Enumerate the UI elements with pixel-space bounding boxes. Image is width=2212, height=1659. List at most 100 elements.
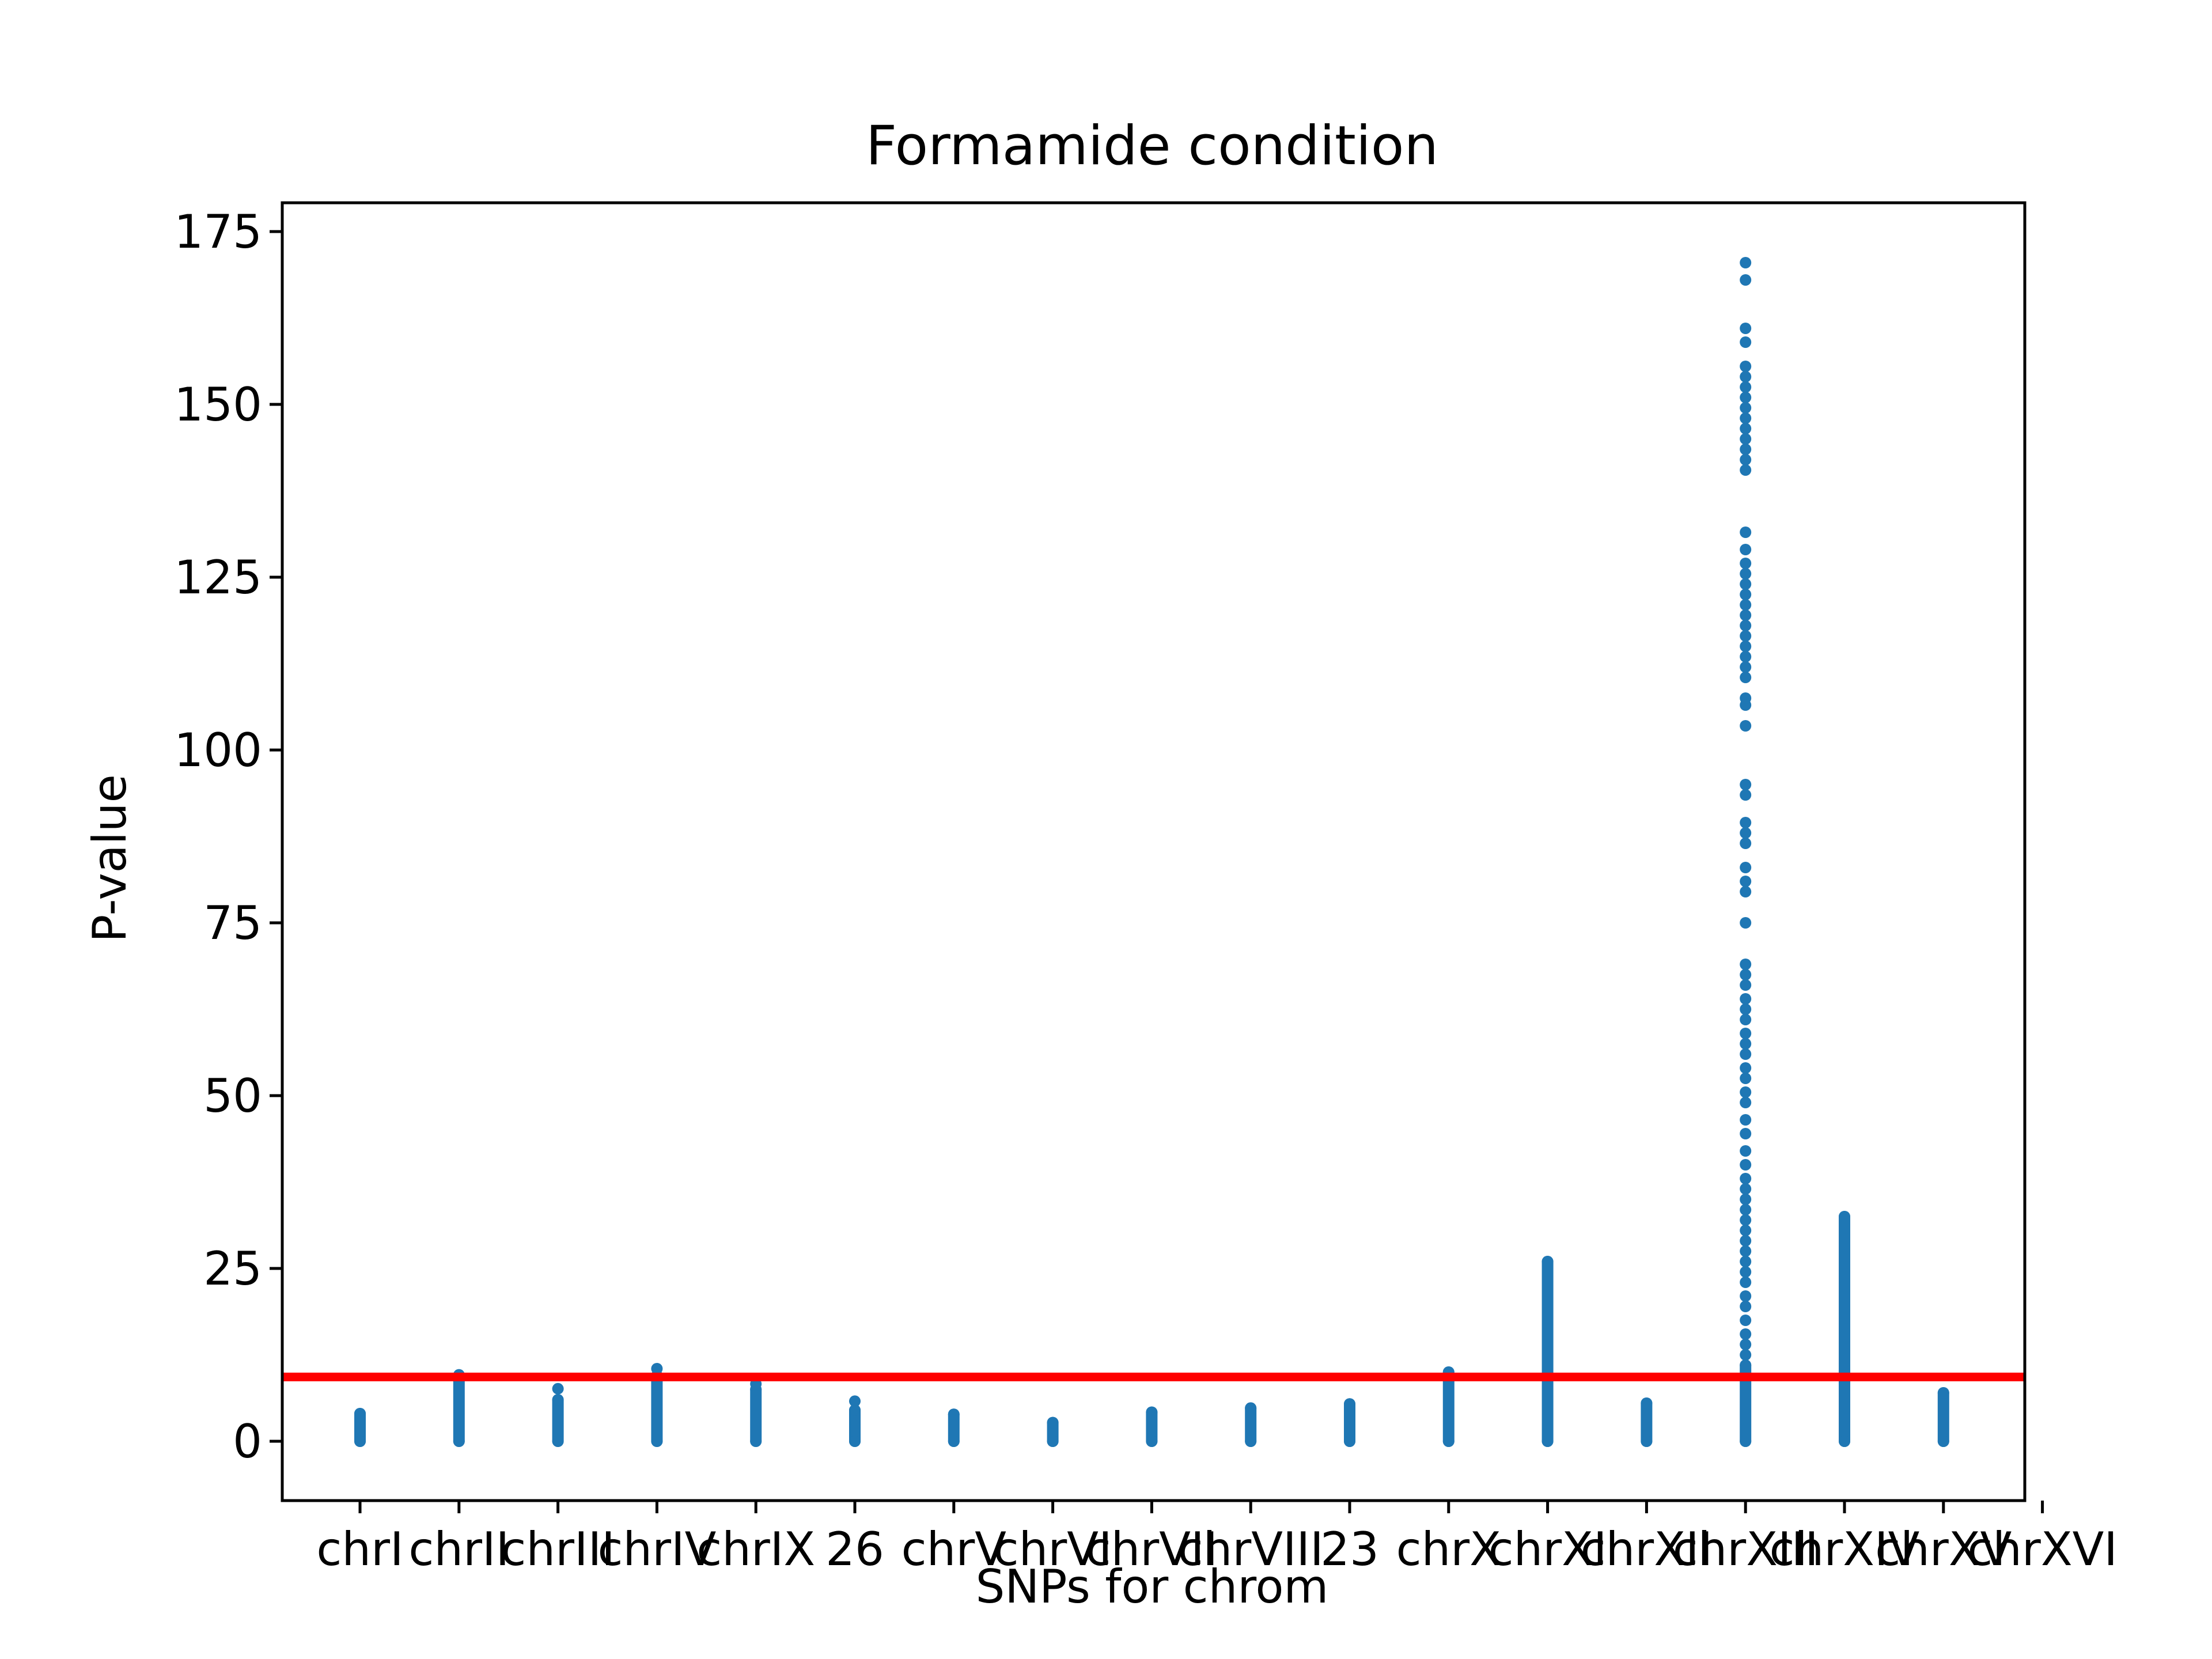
x-tick-label: chrXIV — [1770, 1522, 1920, 1576]
snp-point — [1245, 1435, 1257, 1447]
snp-point — [1740, 789, 1752, 801]
snp-point — [1740, 979, 1752, 991]
snp-point — [1740, 630, 1752, 642]
snp-point — [1740, 862, 1752, 873]
snp-point — [1740, 827, 1752, 839]
snp-point — [1740, 651, 1752, 662]
snp-point — [1740, 1435, 1752, 1447]
snp-point — [1740, 558, 1752, 569]
x-tick-label: chrIV — [597, 1522, 716, 1576]
snp-point — [1740, 1349, 1752, 1361]
snp-point — [1740, 1277, 1752, 1288]
snp-point — [1146, 1435, 1158, 1447]
snp-point — [1740, 817, 1752, 828]
snp-point — [1740, 1086, 1752, 1098]
snp-point — [453, 1435, 465, 1447]
snp-point — [1245, 1402, 1257, 1414]
snp-point — [1740, 1114, 1752, 1126]
snp-point — [1740, 336, 1752, 348]
snp-point — [1740, 527, 1752, 538]
x-tick-label: 26 — [825, 1522, 884, 1576]
plot-frame — [281, 201, 2027, 1502]
snp-point — [552, 1435, 564, 1447]
snp-point — [1740, 886, 1752, 897]
snp-point — [1839, 1435, 1850, 1447]
snp-point — [1541, 1256, 1554, 1267]
snp-point — [1740, 371, 1752, 382]
x-tick-label: chrIX — [696, 1522, 815, 1576]
snp-point — [1740, 544, 1752, 555]
x-tick-label: chrXV — [1875, 1522, 2012, 1576]
snp-point — [1740, 1290, 1752, 1302]
y-tick-label: 25 — [203, 1242, 262, 1296]
snp-point — [1740, 1173, 1752, 1184]
snp-point — [1740, 1359, 1752, 1371]
snp-point — [1541, 1435, 1554, 1447]
snp-point — [1641, 1435, 1653, 1447]
x-tick-label: 23 — [1320, 1522, 1379, 1576]
x-tick-label: chrI — [316, 1522, 403, 1576]
snp-point — [1740, 599, 1752, 611]
snp-point — [1740, 589, 1752, 600]
snp-point — [1740, 838, 1752, 849]
snp-point — [1740, 444, 1752, 455]
snp-point — [1740, 1028, 1752, 1039]
y-tick-label: 100 — [174, 724, 262, 777]
snp-point — [1740, 1003, 1752, 1015]
y-tick-label: 0 — [233, 1415, 262, 1468]
snp-point — [1839, 1211, 1850, 1222]
snp-point — [1740, 1048, 1752, 1060]
y-tick-label: 75 — [203, 896, 262, 950]
snp-point — [1047, 1435, 1059, 1447]
snp-point — [651, 1363, 663, 1374]
snp-point — [1740, 969, 1752, 980]
y-tick-label: 175 — [174, 205, 262, 259]
snp-point — [1740, 620, 1752, 631]
snp-point — [1740, 464, 1752, 476]
snp-point — [1740, 876, 1752, 887]
snp-point — [1740, 779, 1752, 790]
snp-point — [849, 1395, 861, 1407]
snp-point — [1740, 1062, 1752, 1074]
snp-point — [1047, 1416, 1059, 1429]
snp-point — [1937, 1435, 1949, 1447]
x-tick-label: chrX — [1396, 1522, 1501, 1576]
x-axis-label: SNPs for chrom — [976, 1560, 1329, 1613]
snp-point — [1740, 1256, 1752, 1267]
snp-point — [354, 1408, 366, 1419]
snp-point — [1740, 661, 1752, 673]
snp-point — [1740, 993, 1752, 1005]
snp-point — [849, 1435, 861, 1447]
snp-point — [1740, 1014, 1752, 1025]
snp-point — [1740, 1328, 1752, 1340]
snp-point — [1740, 1339, 1752, 1350]
snp-point — [1740, 361, 1752, 372]
x-tick-label: chrVIII — [1178, 1522, 1324, 1576]
x-tick-label: chrXI — [1488, 1522, 1607, 1576]
snp-point — [1740, 274, 1752, 286]
x-tick-label: chrVI — [994, 1522, 1112, 1576]
snp-point — [1740, 917, 1752, 929]
x-tick-label: chrXVI — [1967, 1522, 2118, 1576]
y-axis: 0 25 50 75 100 125 150 175 — [174, 205, 282, 1468]
snp-point — [1740, 1266, 1752, 1278]
snp-point — [750, 1435, 762, 1447]
y-tick-label: 150 — [174, 378, 262, 431]
snp-point — [1740, 1235, 1752, 1247]
snp-point — [552, 1382, 564, 1395]
snp-point — [1740, 433, 1752, 445]
snp-point — [1740, 1225, 1752, 1236]
y-axis-label: P-value — [83, 774, 137, 942]
snp-point — [1740, 672, 1752, 683]
snp-point — [1740, 1214, 1752, 1226]
snp-point — [1740, 1097, 1752, 1108]
snp-point — [354, 1435, 366, 1447]
snp-point — [1344, 1435, 1355, 1447]
snp-point — [1740, 392, 1752, 403]
snp-point — [1740, 402, 1752, 414]
snp-point — [1740, 1073, 1752, 1084]
chart-title: Formamide condition — [866, 115, 1438, 177]
snp-point — [1740, 692, 1752, 704]
